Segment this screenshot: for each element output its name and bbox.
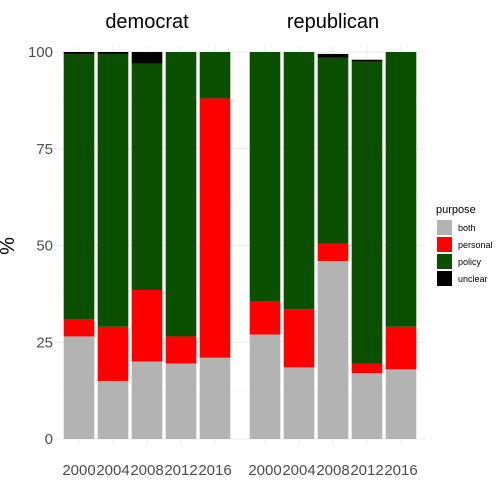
bar-democrat-2008-policy xyxy=(131,63,163,291)
bar-republican-2000-personal xyxy=(249,301,281,335)
panel-titles: democrat republican xyxy=(105,11,379,33)
bar-republican-2004-personal xyxy=(283,309,315,368)
panel-title-0: democrat xyxy=(105,11,189,33)
y-axis: 0 25 50 75 100 xyxy=(28,44,53,448)
bar-republican-2012-unclear xyxy=(351,59,383,62)
bars xyxy=(63,52,417,439)
bar-democrat-2000-unclear xyxy=(63,52,95,54)
y-tick-label: 50 xyxy=(36,238,53,255)
x-tick-label: 2000 xyxy=(62,462,95,479)
bar-republican-2012-policy xyxy=(351,61,383,364)
bar-republican-2008-policy xyxy=(317,57,349,244)
bar-democrat-2008-unclear xyxy=(131,52,163,64)
bar-republican-2004-both xyxy=(283,367,315,439)
bar-republican-2016-both xyxy=(385,369,417,439)
bar-republican-2012-both xyxy=(351,373,383,439)
x-tick-label: 2008 xyxy=(130,462,163,479)
y-tick-label: 100 xyxy=(28,44,53,61)
legend-label-both: both xyxy=(458,223,476,233)
bar-republican-2016-personal xyxy=(385,326,417,370)
bar-democrat-2012-policy xyxy=(165,52,197,337)
bar-democrat-2016-policy xyxy=(199,52,231,99)
bar-democrat-2012-personal xyxy=(165,336,197,364)
y-tick-label: 0 xyxy=(45,431,53,448)
legend-label-policy: policy xyxy=(458,257,482,267)
x-tick-label: 2000 xyxy=(248,462,281,479)
bar-republican-2008-both xyxy=(317,260,349,439)
legend: purpose both personal policy unclear xyxy=(436,204,493,286)
y-tick-label: 75 xyxy=(36,141,53,158)
legend-title: purpose xyxy=(436,204,476,216)
y-tick-label: 25 xyxy=(36,334,53,351)
panel-title-1: republican xyxy=(287,11,379,33)
bar-republican-2012-personal xyxy=(351,363,383,374)
x-tick-label: 2008 xyxy=(316,462,349,479)
bar-republican-2004-policy xyxy=(283,52,315,310)
x-tick-label: 2004 xyxy=(282,462,315,479)
legend-swatch-policy xyxy=(437,254,452,269)
bar-democrat-2016-personal xyxy=(199,98,231,358)
bar-democrat-2016-both xyxy=(199,357,231,439)
legend-label-personal: personal xyxy=(458,240,493,250)
bar-democrat-2000-policy xyxy=(63,53,95,320)
bar-democrat-2008-personal xyxy=(131,290,163,362)
legend-swatch-both xyxy=(437,220,452,235)
bar-democrat-2000-personal xyxy=(63,319,95,337)
x-tick-label: 2016 xyxy=(384,462,417,479)
legend-label-unclear: unclear xyxy=(458,274,488,284)
bar-democrat-2004-policy xyxy=(97,53,129,327)
bar-republican-2008-personal xyxy=(317,243,349,261)
bar-republican-2016-policy xyxy=(385,52,417,327)
bar-democrat-2000-both xyxy=(63,336,95,439)
legend-swatch-personal xyxy=(437,237,452,252)
bar-democrat-2008-both xyxy=(131,361,163,439)
bar-republican-2008-unclear xyxy=(317,53,349,58)
x-tick-label: 2004 xyxy=(96,462,129,479)
bar-republican-2000-both xyxy=(249,334,281,439)
bar-democrat-2012-both xyxy=(165,363,197,439)
y-axis-title: % xyxy=(0,237,19,255)
x-tick-label: 2016 xyxy=(198,462,231,479)
x-axis: 2000 2004 2008 2012 2016 2000 2004 2008 2012 2016 xyxy=(62,462,417,479)
legend-swatch-unclear xyxy=(437,271,452,286)
bar-republican-2000-policy xyxy=(249,52,281,302)
bar-democrat-2004-personal xyxy=(97,326,129,381)
x-tick-label: 2012 xyxy=(164,462,197,479)
x-tick-label: 2012 xyxy=(350,462,383,479)
bar-democrat-2004-unclear xyxy=(97,52,129,54)
bar-democrat-2004-both xyxy=(97,380,129,439)
